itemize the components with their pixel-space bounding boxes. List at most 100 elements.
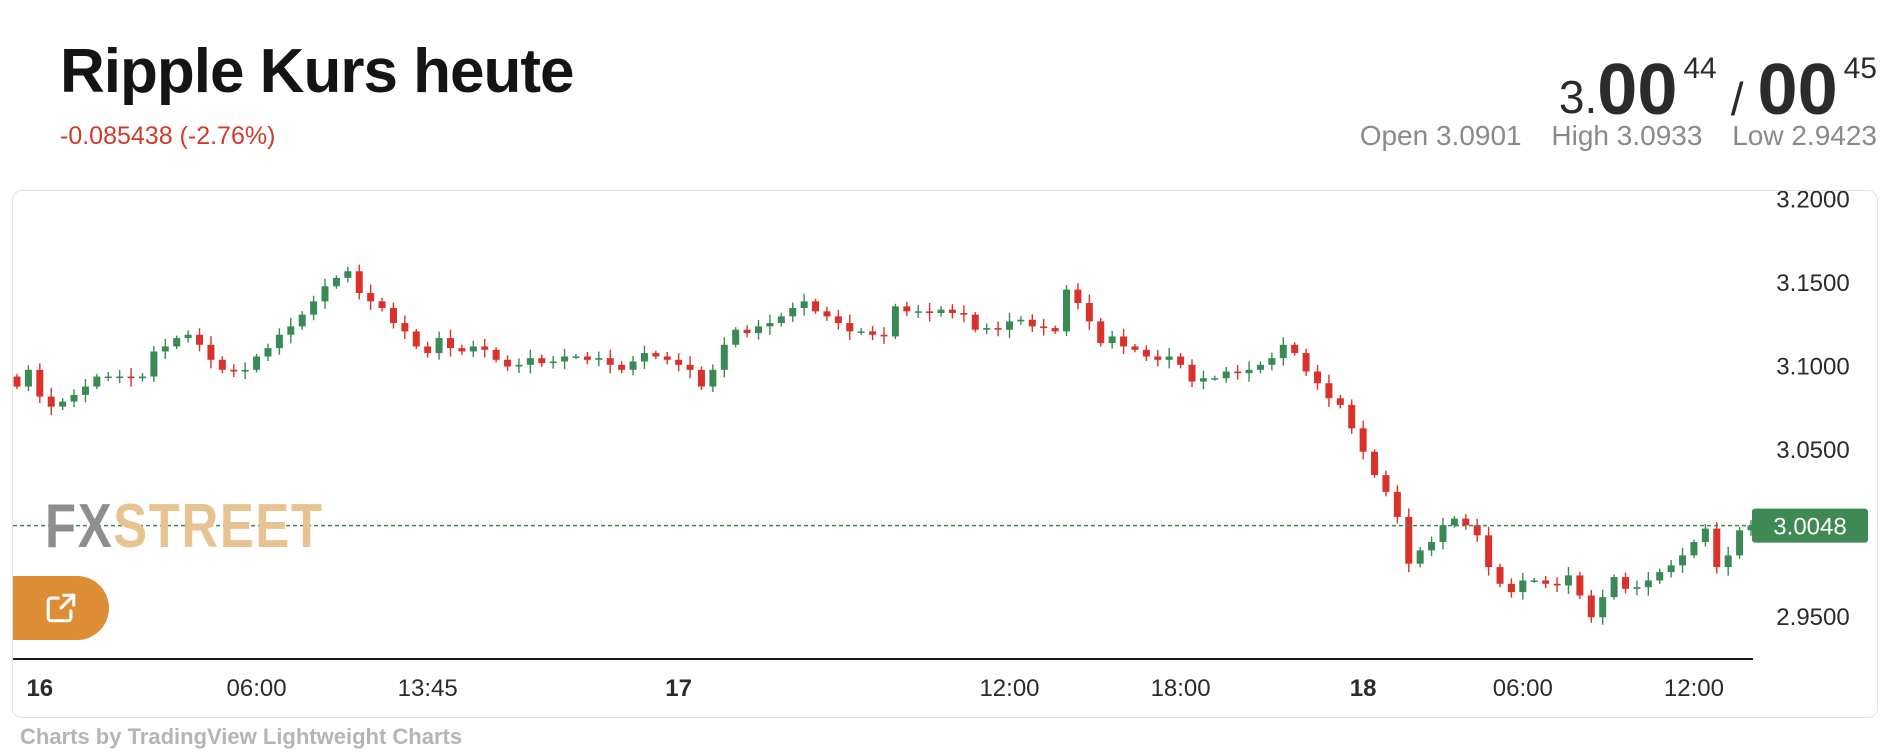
x-tick-label: 12:00 [1664, 675, 1724, 702]
chart-credit[interactable]: Charts by TradingView Lightweight Charts [20, 724, 463, 749]
candle-body [127, 376, 135, 379]
candle [1222, 367, 1230, 383]
candle-body [1268, 358, 1276, 365]
candle-body [1724, 555, 1732, 568]
candle [1405, 508, 1413, 573]
open-external-button[interactable] [13, 576, 109, 640]
candle-body [1245, 369, 1253, 374]
candle-body [1382, 475, 1390, 492]
candle [595, 351, 603, 367]
candle [1599, 589, 1607, 625]
candle [1256, 361, 1264, 374]
candles [13, 264, 1755, 625]
candle-body [1051, 328, 1059, 332]
candle-body [1131, 346, 1139, 350]
candle-body [709, 369, 717, 387]
candle-body [1222, 371, 1230, 379]
candle [572, 353, 580, 359]
candle [663, 351, 671, 365]
candle-body [1496, 567, 1504, 584]
candle-body [1336, 398, 1344, 405]
candle [401, 315, 409, 339]
candle-body [424, 346, 432, 354]
candle-body [1416, 550, 1424, 564]
candle [891, 303, 899, 339]
chart-container[interactable]: 3.0048 3.2000 3.1500 3.1000 3.0500 2.9500 16… [12, 190, 1878, 718]
candle [1074, 283, 1082, 310]
candle-body [891, 306, 899, 337]
candle [13, 374, 21, 390]
candle-body [264, 348, 272, 357]
candle [504, 355, 512, 372]
candle [1553, 577, 1561, 592]
candle-body [1507, 583, 1515, 593]
candle [880, 327, 888, 344]
candle [812, 298, 820, 314]
candle-body [1142, 349, 1150, 357]
candle [526, 349, 534, 374]
candle-body [1439, 525, 1447, 542]
candle-body [720, 344, 728, 370]
candle-body [241, 369, 249, 372]
candle-body [618, 364, 626, 370]
candle [127, 368, 135, 387]
candle [1154, 349, 1162, 367]
candle [1439, 517, 1447, 550]
candle [1211, 375, 1219, 381]
candle-body [81, 386, 89, 395]
candle [70, 389, 78, 408]
price-separator: / [1730, 73, 1744, 125]
candle [1051, 325, 1059, 334]
candle [1234, 364, 1242, 380]
candle-body [1473, 525, 1481, 536]
candle-body [1359, 428, 1367, 452]
candle [1633, 580, 1641, 596]
candle-body [1553, 583, 1561, 586]
candle-body [1165, 356, 1173, 360]
candle [310, 295, 318, 321]
candle [606, 349, 614, 374]
candle-body [606, 358, 614, 365]
candle-body [1234, 371, 1242, 374]
candle-body [914, 311, 922, 313]
candle-body [948, 309, 956, 314]
candle-body [846, 323, 854, 332]
candle [1587, 589, 1595, 623]
candle [1085, 294, 1093, 330]
candle-body [1644, 580, 1652, 588]
candle [1359, 420, 1367, 460]
candle [287, 317, 295, 344]
candle [104, 372, 112, 382]
candle-body [640, 353, 648, 362]
candle [1416, 546, 1424, 568]
candle [675, 353, 683, 372]
candle [1713, 522, 1721, 574]
candle [1040, 318, 1048, 336]
candle-body [47, 396, 55, 407]
candle [1519, 572, 1527, 600]
candle [1245, 361, 1253, 382]
candle-body [1530, 580, 1538, 582]
candle [549, 355, 557, 369]
candle [1279, 337, 1287, 366]
candle [1371, 449, 1379, 478]
candle [424, 341, 432, 358]
candle [241, 362, 249, 380]
candle-body [663, 356, 671, 360]
candle [230, 364, 238, 378]
candlestick-chart[interactable]: 3.0048 3.2000 3.1500 3.1000 3.0500 2.9500 16… [13, 191, 1877, 717]
candle [207, 336, 215, 369]
candle-body [1017, 319, 1025, 322]
candle-body [275, 334, 283, 349]
bid-ask-price: 3. 00 44 / 00 45 [1559, 34, 1877, 126]
candle-body [697, 369, 705, 387]
candle-body [732, 329, 740, 345]
x-tick-label: 18 [1350, 675, 1377, 702]
candle-body [355, 271, 363, 293]
ask-pips: 00 [1757, 50, 1838, 130]
candle-body [834, 316, 842, 324]
candle [697, 366, 705, 391]
candle [834, 309, 842, 330]
candle-body [1211, 378, 1219, 380]
candle-body [1005, 321, 1013, 330]
